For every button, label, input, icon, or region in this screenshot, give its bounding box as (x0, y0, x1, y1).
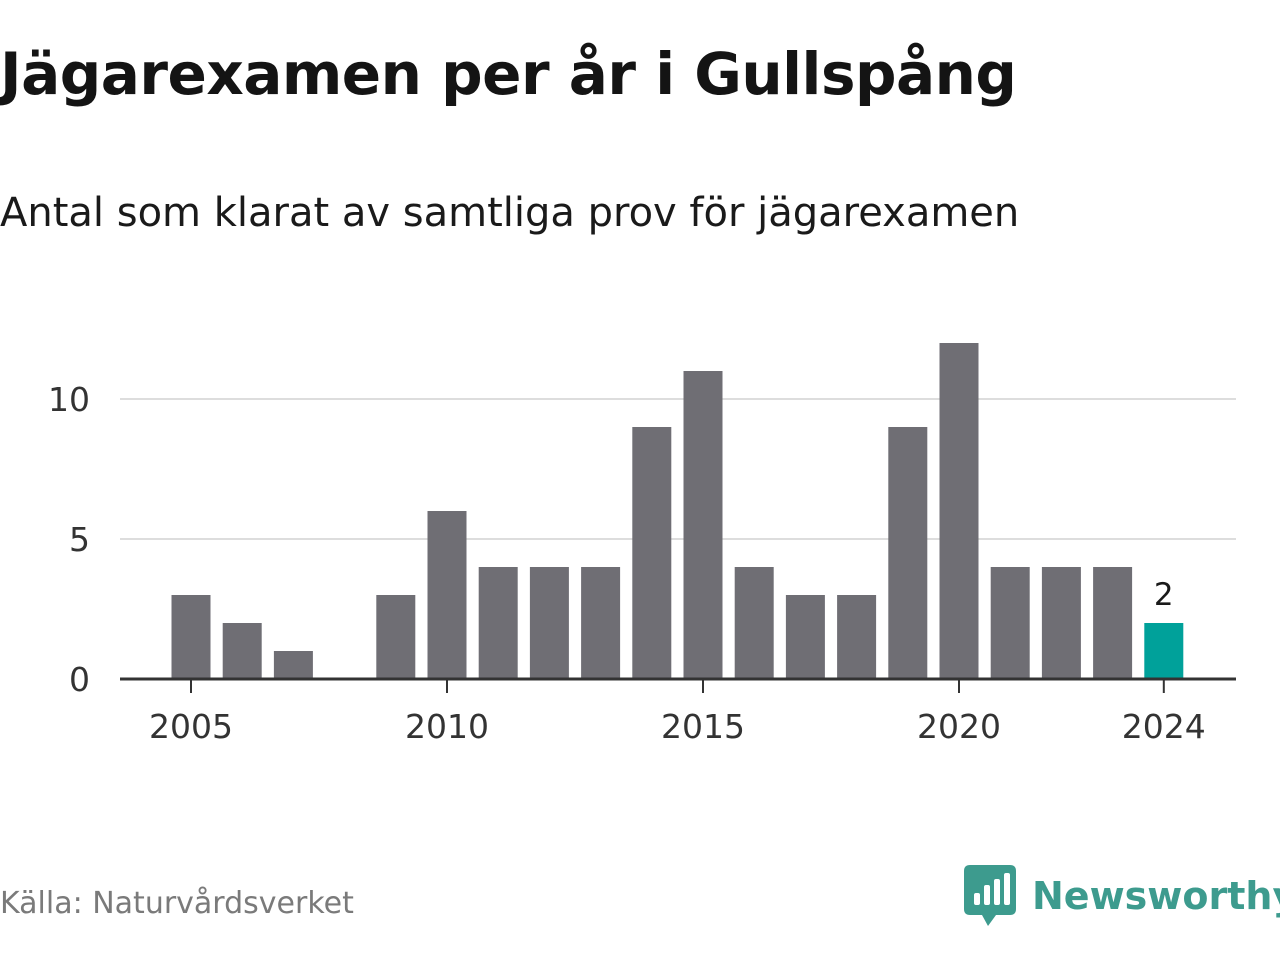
bar (990, 567, 1030, 679)
bar-highlight (1144, 623, 1184, 679)
bar (1093, 567, 1133, 679)
bar (171, 595, 211, 679)
bar (529, 567, 569, 679)
bar (1041, 567, 1081, 679)
chart-subtitle: Antal som klarat av samtliga prov för jä… (0, 190, 1020, 236)
y-tick-label: 10 (48, 380, 90, 419)
x-tick-label: 2015 (661, 707, 745, 746)
x-tick-label: 2005 (149, 707, 233, 746)
bar (734, 567, 774, 679)
data-label: 2 (1154, 577, 1174, 613)
bar (683, 371, 723, 679)
bar (632, 427, 672, 679)
y-tick-label: 0 (69, 660, 90, 699)
brand-logo: Newsworthy (964, 864, 1280, 928)
x-tick-label: 2020 (917, 707, 1001, 746)
bar (785, 595, 825, 679)
brand-name: Newsworthy (1032, 874, 1280, 918)
bar (273, 651, 313, 679)
y-tick-label: 5 (69, 520, 90, 559)
bar (478, 567, 518, 679)
bar (837, 595, 877, 679)
chart-title: Jägarexamen per år i Gullspång (0, 40, 1017, 108)
x-tick-label: 2010 (405, 707, 489, 746)
newsworthy-logo-icon (964, 865, 1016, 926)
bar (376, 595, 416, 679)
bar (581, 567, 621, 679)
bar (888, 427, 928, 679)
bar (427, 511, 467, 679)
bar (222, 623, 262, 679)
bar (939, 343, 979, 679)
source-note: Källa: Naturvårdsverket (0, 886, 354, 921)
x-tick-label: 2024 (1122, 707, 1206, 746)
